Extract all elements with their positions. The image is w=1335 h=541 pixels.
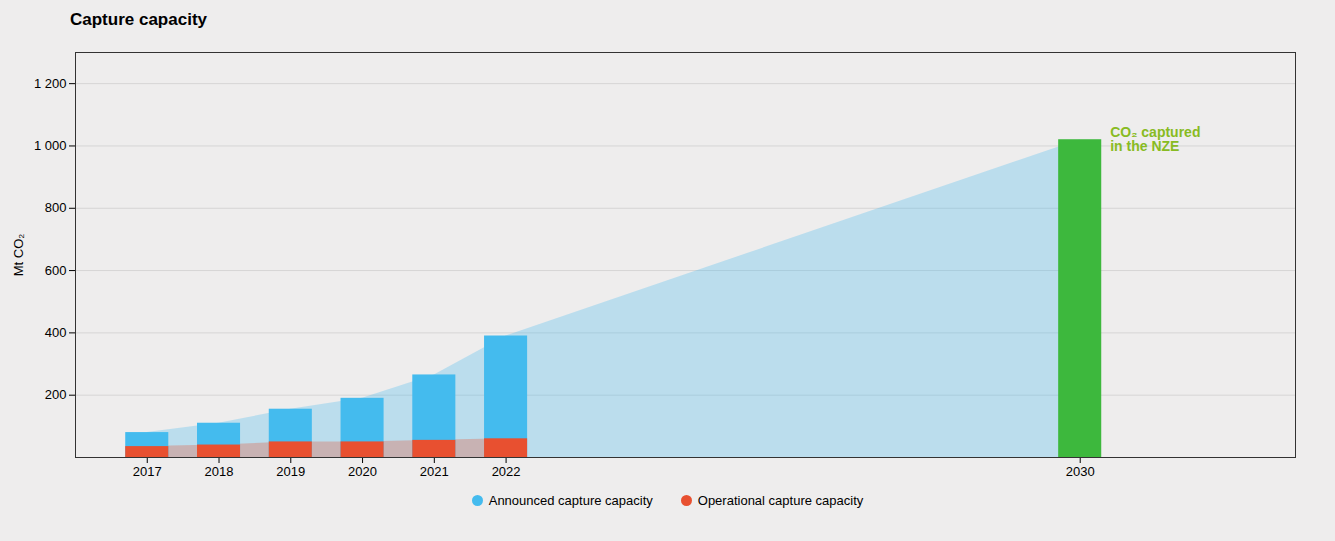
svg-text:800: 800: [45, 200, 67, 215]
svg-text:400: 400: [45, 325, 67, 340]
svg-text:2022: 2022: [492, 464, 521, 479]
svg-text:600: 600: [45, 263, 67, 278]
svg-text:2017: 2017: [133, 464, 162, 479]
svg-text:2021: 2021: [420, 464, 449, 479]
html-text:Capture capacity: Capture capacity: [70, 10, 207, 29]
svg-text:2018: 2018: [205, 464, 234, 479]
html-text:Announced capture capacity: Announced capture capacity: [488, 493, 653, 508]
svg-text:200: 200: [45, 387, 67, 402]
svg-text:2030: 2030: [1066, 464, 1095, 479]
html-text:Operational capture capacity: Operational capture capacity: [697, 493, 864, 508]
svg-text:Mt CO₂: Mt CO₂: [11, 234, 26, 277]
svg-text:1 000: 1 000: [34, 138, 67, 153]
svg-text:2019: 2019: [276, 464, 305, 479]
svg-text:CO₂ capturedin the NZE: CO₂ capturedin the NZE: [1110, 124, 1200, 154]
svg-text:2020: 2020: [348, 464, 377, 479]
svg-text:1 200: 1 200: [34, 76, 67, 91]
